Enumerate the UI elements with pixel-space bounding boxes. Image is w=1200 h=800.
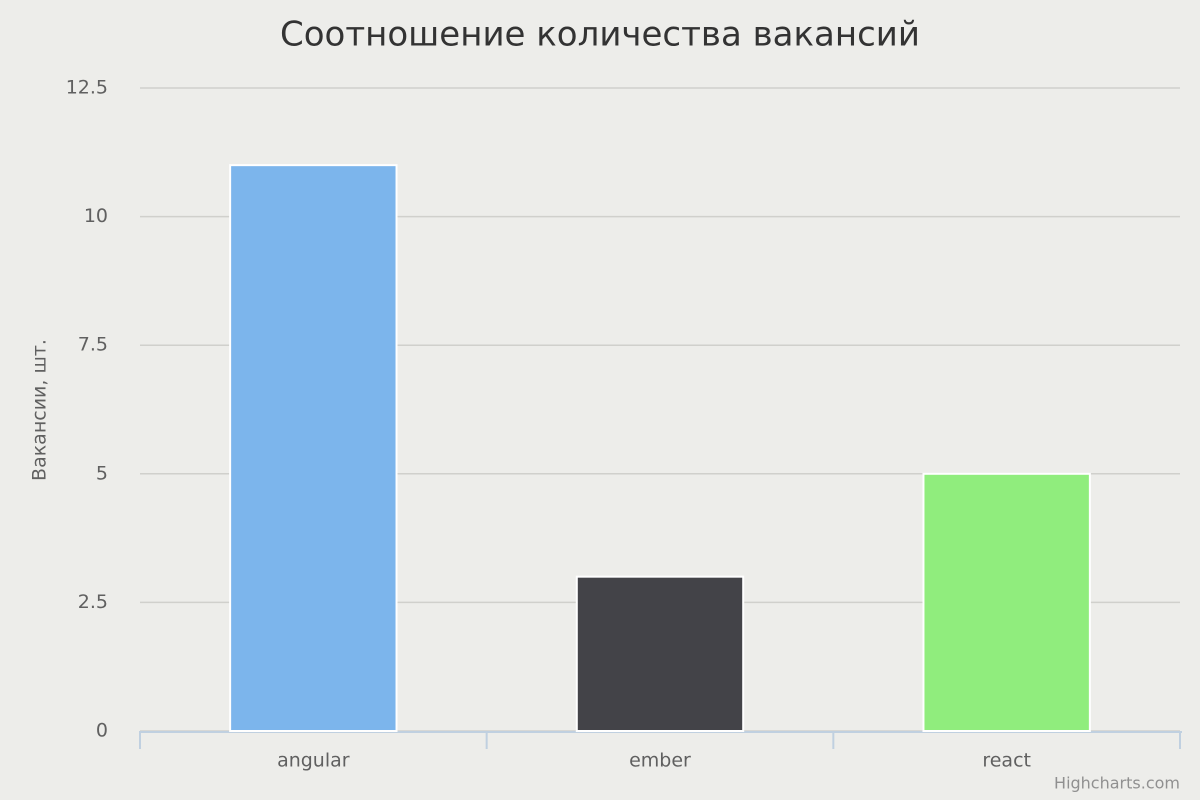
y-tick-label: 10 [84,205,108,227]
x-tick-label: ember [629,750,691,772]
credits[interactable]: Highcharts.com [1054,774,1180,793]
x-tick-label: angular [277,750,350,772]
x-tick-label: react [982,750,1031,772]
bar [575,575,745,732]
bar [922,472,1091,732]
y-tick-label: 0 [96,720,108,742]
y-tick-label: 7.5 [78,334,108,356]
y-tick-label: 5 [96,462,108,484]
y-tick-label: 12.5 [66,77,108,99]
y-axis-label: Вакансии, шт. [29,339,51,481]
chart-title: Соотношение количества вакансий [280,15,920,55]
y-tick-label: 2.5 [78,591,108,613]
bar [229,164,398,733]
